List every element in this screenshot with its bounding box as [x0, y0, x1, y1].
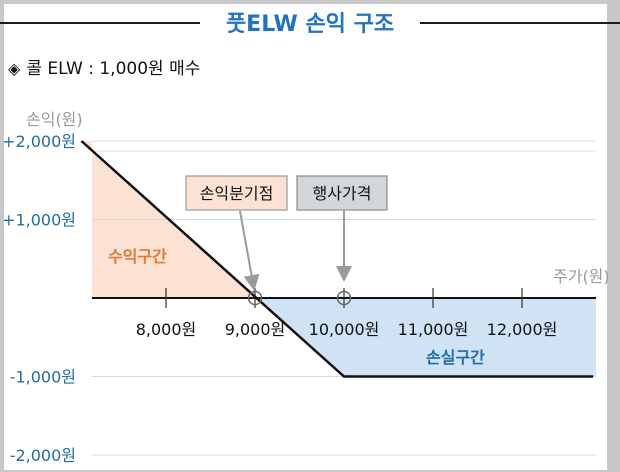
title-rule-left: [0, 22, 200, 24]
payoff-line: [80, 140, 594, 378]
x-tick-label-3: 11,000원: [398, 320, 469, 339]
arrow-breakeven: [239, 210, 260, 291]
x-tick-label-1: 9,000원: [225, 320, 286, 339]
y-tick-label-2: -1,000원: [10, 368, 76, 387]
profit-region-label: 수익구간: [108, 247, 167, 266]
callout-label-strike: 행사가격: [313, 184, 372, 203]
x-tick-label-4: 12,000원: [487, 320, 558, 339]
loss-region-label: 손실구간: [426, 348, 485, 367]
chart-title: 풋ELW 손익 구조: [0, 6, 620, 38]
y-tick-label-0: +2,000원: [2, 132, 76, 151]
y-axis-title: 손익(원): [26, 110, 83, 129]
loss-region: [255, 298, 596, 377]
diamond-bullet-icon: ◈: [8, 59, 21, 78]
x-axis-title: 주가(원): [553, 267, 610, 286]
y-tick-label-3: -2,000원: [10, 446, 76, 465]
title-rule-right: [420, 22, 620, 24]
breakeven-marker: [247, 290, 263, 306]
callout-label-breakeven: 손익분기점: [200, 184, 274, 203]
x-tick-label-0: 8,000원: [136, 320, 197, 339]
chart-subtitle: ◈ 콜 ELW : 1,000원 매수: [8, 59, 201, 79]
y-tick-label-1: +1,000원: [2, 211, 76, 230]
x-tick-label-2: 10,000원: [309, 320, 380, 339]
strike-marker: [336, 290, 352, 306]
callout-box-strike: [296, 175, 388, 211]
callout-box-breakeven: [185, 175, 288, 211]
